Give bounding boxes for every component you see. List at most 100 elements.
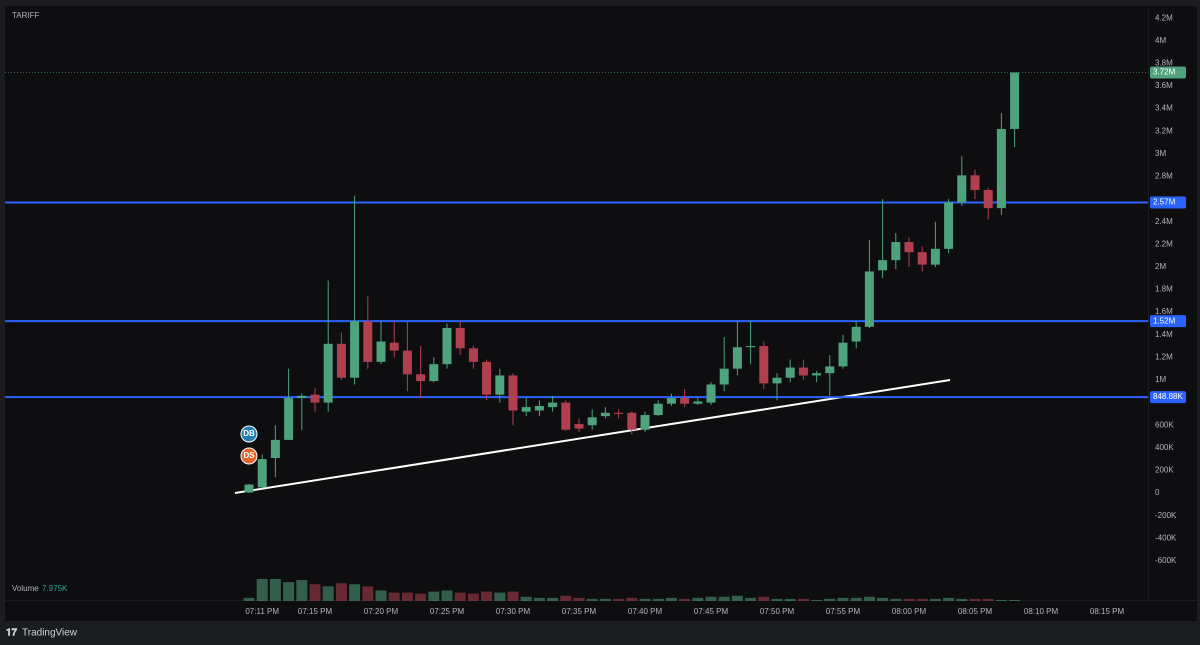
candle-body [574,424,584,429]
candle-body [838,342,848,367]
volume-bar [401,592,413,601]
y-tick-label: -200K [1155,511,1177,520]
volume-bar [388,592,400,601]
volume-bar [243,597,255,601]
y-tick-label: 4.2M [1155,13,1173,22]
volume-bar [349,584,361,601]
candle-body [719,368,729,385]
x-tick-label: 07:55 PM [826,607,861,616]
candle-body [957,175,967,203]
candle-body [587,417,597,426]
volume-name: Volume [12,584,39,593]
x-tick-label: 08:10 PM [1024,607,1059,616]
candle-body [627,412,637,430]
candle-body [482,361,492,395]
x-tick-label: 07:50 PM [760,607,795,616]
candle-body [930,248,940,265]
volume-bar [665,597,677,601]
y-tick-label: 2.2M [1155,239,1173,248]
volume-bar [441,590,453,601]
volume-bar [309,584,321,601]
volume-bar [679,598,691,601]
candle-body [904,242,914,253]
candle-body [297,395,307,399]
candle-body [983,190,993,209]
trendline [234,379,951,494]
x-tick-label: 08:15 PM [1090,607,1125,616]
candle-body [495,375,505,395]
volume-bar [956,598,968,601]
marker [240,447,258,465]
volume-bar [1009,599,1021,601]
y-tick-label: 3M [1155,149,1166,158]
candle-body [429,364,439,382]
marker [240,425,258,443]
volume-bar [705,596,717,601]
volume-bar [652,598,664,601]
volume-bar [494,592,506,601]
x-tick-label: 07:11 PM [245,607,279,616]
volume-bar [731,595,743,601]
y-tick-label: 0 [1155,488,1160,497]
candle-body [614,412,624,414]
volume-bar [533,597,545,601]
last-price-box [1150,66,1186,79]
volume-bar [824,598,836,601]
candle-body [350,321,360,378]
volume-bar [692,597,704,601]
candle-body [284,398,294,440]
x-tick-label: 08:00 PM [892,607,927,616]
volume-bar [903,598,915,601]
volume-bar [586,598,598,601]
volume-bar [454,592,466,601]
candle-body [891,242,901,261]
volume-bar [943,597,955,601]
volume-bar [613,598,625,601]
candle-body [825,366,835,374]
volume-bar [837,597,849,601]
candle-body [970,175,980,191]
volume-bar [863,596,875,601]
candle-body [455,327,465,349]
candle-body [363,321,373,362]
level-box [1150,391,1186,404]
x-tick-label: 07:20 PM [364,607,399,616]
y-tick-label: 4M [1155,36,1166,45]
level-box [1150,196,1186,209]
volume-bar [481,591,493,601]
volume-bar [811,599,823,601]
y-tick-label: 1M [1155,375,1166,384]
volume-bar [335,583,347,601]
y-tick-label: 2M [1155,262,1166,271]
volume-bar [560,595,572,601]
volume-bar [599,598,611,601]
candle-body [666,398,676,404]
brand: TradingView [22,628,78,639]
y-tick-label: 200K [1155,466,1174,475]
y-tick-label: 1.2M [1155,352,1173,361]
candle-body [812,373,822,376]
volume-bar [547,597,559,601]
candle-body [680,398,690,404]
candle-body [693,401,703,404]
candle-body [746,346,756,348]
x-tick-label: 08:05 PM [958,607,993,616]
volume-bar [415,593,427,601]
candle-body [1010,72,1020,129]
y-tick-label: 3.8M [1155,59,1173,68]
volume-bar [982,598,994,601]
y-tick-label: 3.4M [1155,104,1173,113]
volume-bar [639,598,651,601]
candle-body [653,403,663,416]
y-tick-label: 2.4M [1155,217,1173,226]
volume-bar [916,598,928,601]
symbol: TARIFF [12,11,40,20]
y-tick-label: 3.6M [1155,81,1173,90]
level-label: 848.88K [1153,392,1183,401]
candle-body [561,402,571,430]
x-tick-label: 07:35 PM [562,607,597,616]
volume-bar [797,598,809,601]
candle-body [402,350,412,375]
y-tick-label: 600K [1155,420,1174,429]
